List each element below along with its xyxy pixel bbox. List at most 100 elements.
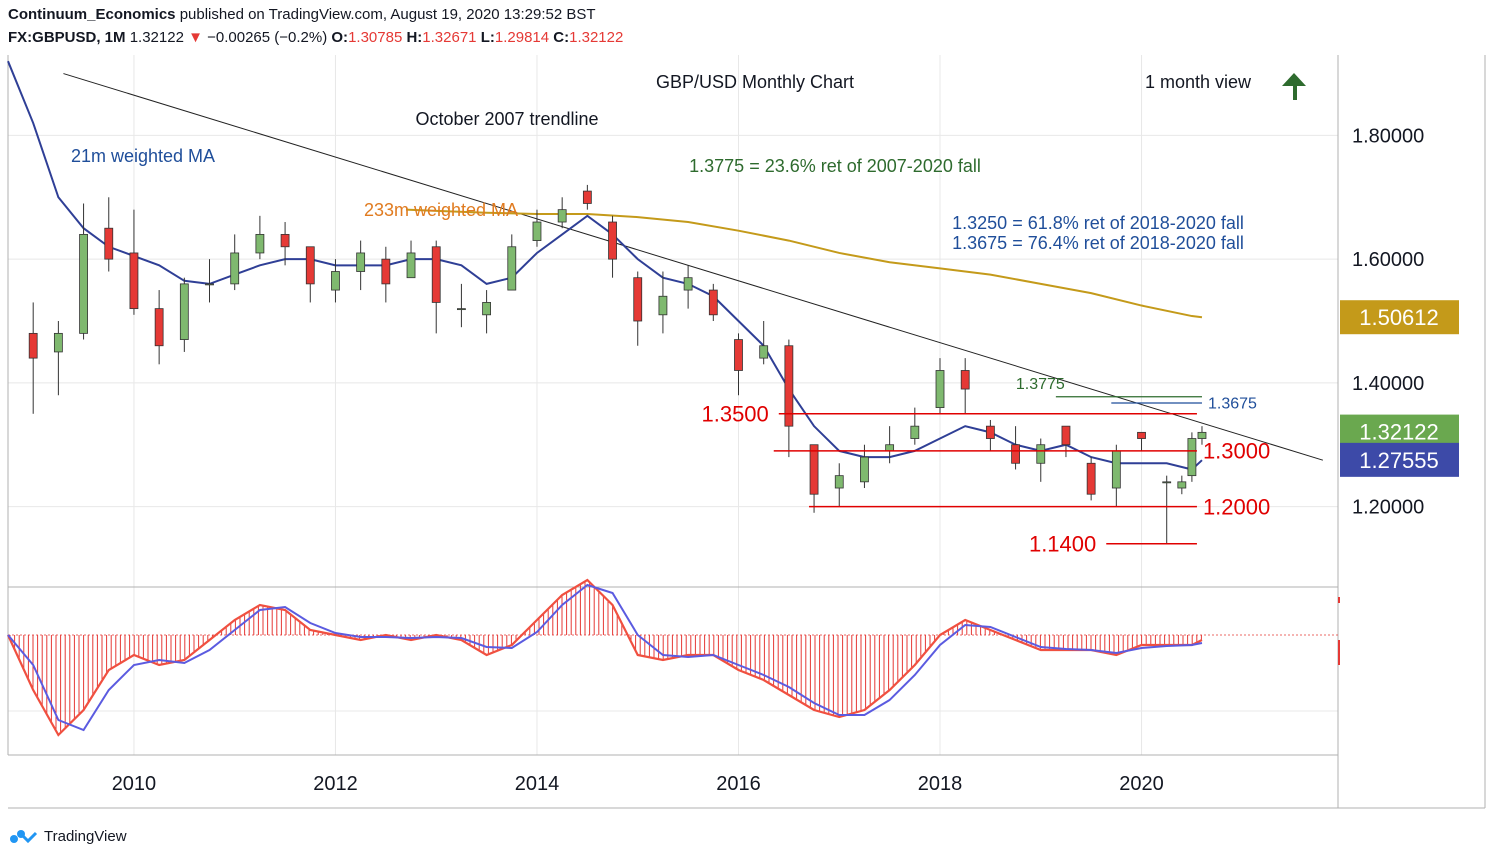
candle-body — [1137, 431, 1146, 439]
up-arrow-icon — [1282, 73, 1306, 100]
ma21-line — [7, 60, 1203, 471]
price-badge-label: 1.27555 — [1359, 448, 1439, 473]
price-tick-label: 1.60000 — [1352, 249, 1424, 271]
candle — [683, 265, 693, 309]
candle — [1086, 457, 1096, 501]
published-info: published on TradingView.com, August 19,… — [179, 6, 596, 23]
low-label: L: — [480, 29, 495, 46]
price-badge-label: 1.32122 — [1359, 420, 1439, 445]
candle-body — [104, 227, 114, 260]
candle-body — [935, 370, 945, 409]
candle — [104, 197, 114, 272]
ma21-label: 21m weighted MA — [71, 146, 215, 166]
candle-body — [910, 425, 920, 439]
tradingview-logo-icon — [10, 829, 38, 843]
candle-body — [860, 456, 869, 483]
candle — [1137, 431, 1146, 451]
candle-body — [658, 295, 668, 316]
candle — [608, 215, 617, 278]
price-pane — [7, 60, 1324, 545]
candle — [1177, 475, 1187, 495]
candle — [129, 209, 139, 315]
candle-body — [154, 308, 164, 347]
candle — [406, 240, 416, 279]
high-value: 1.32671 — [422, 29, 477, 46]
candle — [482, 290, 491, 334]
price-badge-bg — [1340, 442, 1459, 477]
fib-764-label: 1.3675 = 76.4% ret of 2018-2020 fall — [952, 233, 1244, 253]
level-label: 1.3000 — [1203, 439, 1270, 464]
candle — [154, 290, 164, 365]
candle-body — [1177, 481, 1187, 489]
candle — [1061, 425, 1071, 458]
price-badge-bg — [1340, 300, 1459, 335]
candle — [53, 321, 63, 396]
candle-body — [280, 233, 290, 248]
price-badge-label: 1.50612 — [1359, 305, 1439, 330]
candle — [79, 203, 88, 340]
symbol-label[interactable]: FX:GBPUSD, 1M — [8, 29, 126, 46]
chart-labels: 1.3500 1.3000 1.2000 1.1400 1.3775 1.3675 GBP/… — [71, 72, 1306, 556]
candle-body — [482, 302, 491, 316]
candle-body — [28, 332, 38, 359]
candle — [431, 240, 441, 334]
candle-body — [582, 190, 592, 204]
candle — [532, 209, 542, 247]
view-text: 1 month view — [1145, 72, 1252, 92]
level-label: 1.3500 — [701, 401, 768, 426]
candle-body — [1197, 431, 1207, 439]
level-label: 1.2000 — [1203, 494, 1270, 519]
candle — [356, 240, 366, 291]
candle-body — [734, 339, 743, 371]
chart-title: GBP/USD Monthly Chart — [656, 72, 854, 92]
ma233-line — [405, 208, 1203, 319]
candle-body — [885, 444, 895, 452]
candle — [230, 234, 240, 291]
candle — [734, 333, 743, 396]
candle — [305, 246, 315, 303]
candle — [205, 259, 214, 303]
candle-body — [431, 246, 441, 303]
candle — [1197, 426, 1207, 445]
candle-body — [960, 370, 970, 390]
candle — [331, 259, 340, 303]
close-label: C: — [553, 29, 570, 46]
candle — [1162, 475, 1172, 544]
candle — [582, 184, 592, 210]
high-label: H: — [406, 29, 423, 46]
open-value: 1.30785 — [348, 29, 403, 46]
publisher-name[interactable]: Continuum_Economics — [8, 6, 176, 23]
oscillator-pane — [6, 578, 1340, 737]
grid-lines — [8, 55, 1338, 755]
candle-body — [507, 246, 517, 291]
level-label: 1.1400 — [1029, 531, 1096, 556]
candle-body — [759, 345, 769, 359]
tradingview-brand: TradingView — [44, 828, 127, 845]
candle — [507, 234, 517, 291]
time-tick-label: 2020 — [1119, 773, 1164, 795]
osc-slow-line — [7, 583, 1203, 732]
candle-body — [179, 283, 189, 340]
candle — [633, 271, 643, 346]
candle — [834, 463, 844, 507]
candle-body — [683, 277, 693, 291]
candle-body — [809, 444, 819, 495]
candle-body — [1061, 425, 1071, 446]
candle — [381, 246, 391, 303]
candle — [1011, 426, 1020, 470]
candle-body — [305, 246, 315, 285]
candle — [759, 321, 769, 365]
candle — [985, 419, 995, 451]
price-tick-label: 1.20000 — [1352, 497, 1424, 519]
candle-body — [784, 345, 794, 427]
tradingview-footer[interactable]: TradingView — [8, 828, 127, 845]
price-tick-label: 1.80000 — [1352, 125, 1424, 147]
chart-frame — [7, 55, 1486, 809]
candle-body — [1086, 462, 1096, 495]
candle-body — [129, 252, 139, 310]
candle — [28, 302, 38, 414]
candle — [179, 277, 189, 352]
candle-body — [633, 277, 643, 322]
osc-fast-line — [6, 578, 1203, 737]
